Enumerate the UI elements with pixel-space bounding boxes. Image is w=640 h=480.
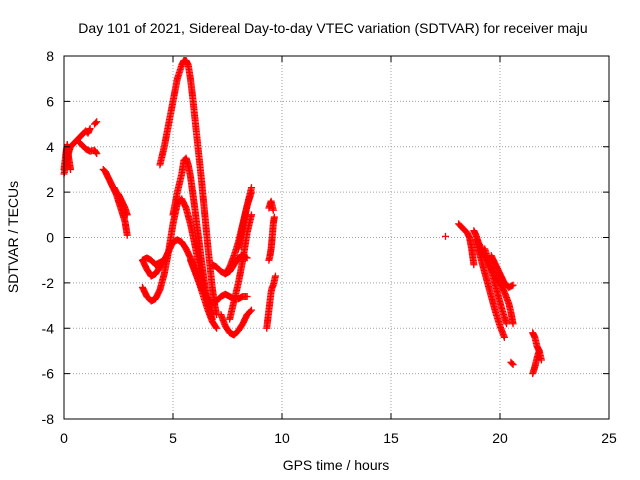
data-points <box>60 57 545 378</box>
y-tick-labels: -8 -6 -4 -2 0 2 4 6 8 <box>42 48 55 427</box>
x-tick-label: 0 <box>60 430 68 446</box>
data-point-trail <box>508 359 516 367</box>
x-tick-label: 10 <box>274 430 290 446</box>
y-tick-label: 4 <box>46 139 54 155</box>
y-tick-label: -6 <box>42 366 55 382</box>
data-point <box>243 292 251 300</box>
data-point <box>123 211 131 219</box>
data-point <box>213 324 221 332</box>
y-tick-label: 6 <box>46 93 54 109</box>
chart-title: Day 101 of 2021, Sidereal Day-to-day VTE… <box>78 20 587 36</box>
y-tick-label: 2 <box>46 184 54 200</box>
data-point <box>160 256 168 264</box>
data-point <box>442 232 449 240</box>
data-point <box>535 347 543 355</box>
x-tick-label: 25 <box>601 430 617 446</box>
data-point <box>509 281 517 289</box>
data-point <box>500 333 508 341</box>
y-tick-label: 8 <box>46 48 54 64</box>
grid-lines <box>64 56 609 419</box>
data-point <box>123 231 131 239</box>
y-tick-label: -8 <box>42 411 55 427</box>
x-tick-label: 20 <box>492 430 508 446</box>
x-tick-label: 15 <box>383 430 399 446</box>
data-point <box>270 213 278 221</box>
data-point <box>503 320 511 328</box>
x-axis-label: GPS time / hours <box>283 457 390 473</box>
y-tick-label: 0 <box>46 230 54 246</box>
axis-ticks <box>63 55 610 420</box>
data-point <box>86 125 94 133</box>
data-point <box>269 206 277 214</box>
data-point <box>509 320 517 328</box>
data-point <box>247 211 255 219</box>
x-tick-label: 5 <box>169 430 177 446</box>
data-point <box>271 272 279 280</box>
x-tick-labels: 0 5 10 15 20 25 <box>60 430 617 446</box>
data-point-trail <box>246 307 254 315</box>
data-point-trail <box>92 119 100 127</box>
data-point <box>247 306 255 314</box>
data-point <box>247 184 255 192</box>
data-point-trail <box>212 323 220 331</box>
data-point <box>93 150 101 158</box>
y-tick-label: -4 <box>42 320 55 336</box>
data-point <box>470 261 478 269</box>
data-point-trail <box>92 148 100 156</box>
data-point <box>243 254 251 262</box>
y-axis-label: SDTVAR / TECUs <box>5 181 21 293</box>
y-tick-label: -2 <box>42 275 55 291</box>
data-point <box>67 165 75 173</box>
data-point <box>537 356 545 364</box>
data-point <box>509 361 517 369</box>
data-point <box>93 118 101 126</box>
